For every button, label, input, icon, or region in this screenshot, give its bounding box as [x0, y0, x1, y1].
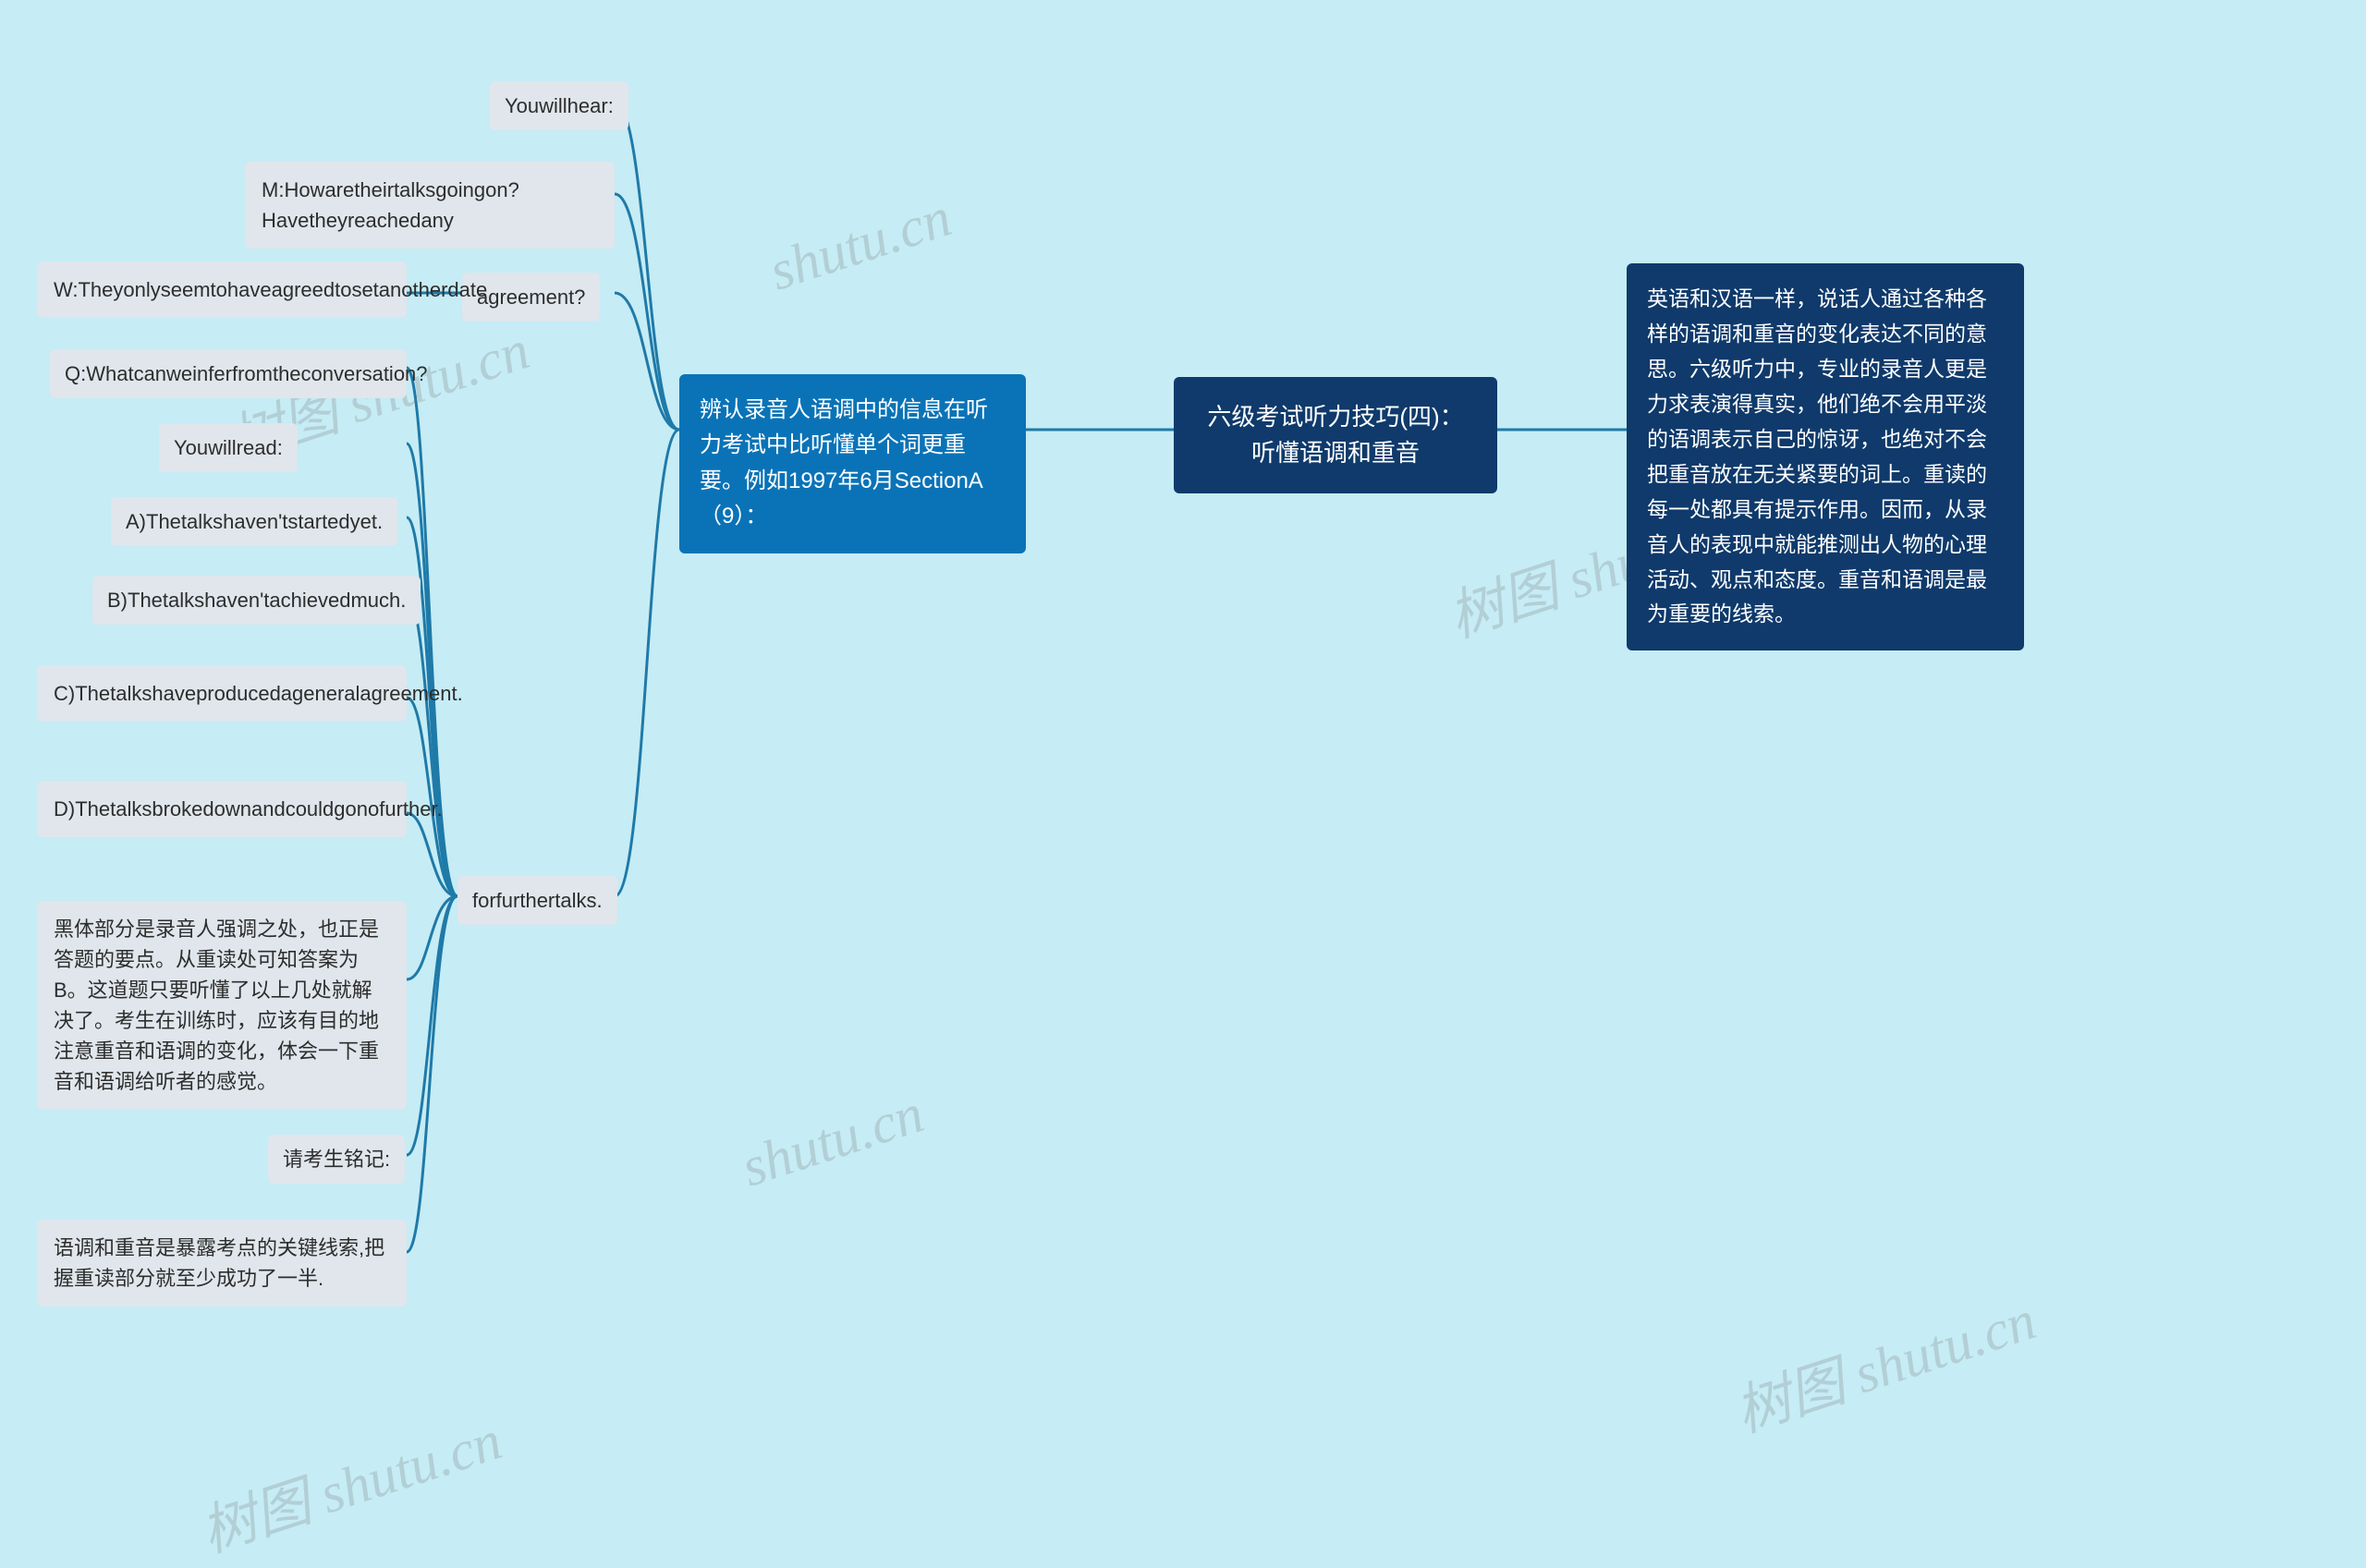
leaf-conclusion[interactable]: 语调和重音是暴露考点的关键线索,把握重读部分就至少成功了一半. [37, 1220, 407, 1307]
leaf-text: B)Thetalkshaven'tachievedmuch. [107, 589, 406, 612]
branch-label: forfurthertalks. [472, 889, 603, 912]
leaf-remember[interactable]: 请考生铭记: [268, 1135, 405, 1184]
leaf-text: W:Theyonlyseemtohaveagreedtosetanotherda… [54, 278, 487, 301]
branch-label: agreement? [477, 286, 585, 309]
branch-forfurthertalks[interactable]: forfurthertalks. [457, 876, 617, 925]
leaf-option-c[interactable]: C)Thetalkshaveproducedageneralagreement. [37, 665, 407, 722]
right-explanation-text: 英语和汉语一样，说话人通过各种各样的语调和重音的变化表达不同的意思。六级听力中，… [1647, 286, 1987, 626]
leaf-text: D)Thetalksbrokedownandcouldgonofurther. [54, 797, 443, 820]
leaf-text: 语调和重音是暴露考点的关键线索,把握重读部分就至少成功了一半. [54, 1236, 384, 1290]
root-line1: 六级考试听力技巧(四)： [1200, 399, 1471, 435]
leaf-text: Youwillread: [174, 436, 283, 459]
left-main-node[interactable]: 辨认录音人语调中的信息在听力考试中比听懂单个词更重要。例如1997年6月Sect… [679, 374, 1026, 553]
leaf-option-b[interactable]: B)Thetalkshaven'tachievedmuch. [92, 576, 421, 625]
branch-m-line[interactable]: M:Howaretheirtalksgoingon?Havetheyreache… [245, 162, 615, 249]
leaf-youwillread[interactable]: Youwillread: [159, 423, 298, 472]
leaf-explanation-paragraph[interactable]: 黑体部分是录音人强调之处，也正是答题的要点。从重读处可知答案为B。这道题只要听懂… [37, 901, 407, 1110]
leaf-option-d[interactable]: D)Thetalksbrokedownandcouldgonofurther. [37, 781, 407, 837]
branch-label: Youwillhear: [505, 94, 614, 117]
branch-label: M:Howaretheirtalksgoingon?Havetheyreache… [262, 178, 519, 232]
leaf-option-a[interactable]: A)Thetalkshaven'tstartedyet. [111, 497, 397, 546]
branch-youwillhear[interactable]: Youwillhear: [490, 81, 628, 130]
leaf-text: C)Thetalkshaveproducedageneralagreement. [54, 682, 463, 705]
root-line2: 听懂语调和重音 [1200, 435, 1471, 471]
root-node[interactable]: 六级考试听力技巧(四)： 听懂语调和重音 [1174, 377, 1497, 493]
right-explanation-node[interactable]: 英语和汉语一样，说话人通过各种各样的语调和重音的变化表达不同的意思。六级听力中，… [1627, 263, 2024, 650]
watermark: shutu.cn [762, 186, 958, 304]
leaf-question[interactable]: Q:Whatcanweinferfromtheconversation? [50, 349, 407, 398]
left-main-text: 辨认录音人语调中的信息在听力考试中比听懂单个词更重要。例如1997年6月Sect… [700, 397, 988, 529]
watermark: shutu.cn [734, 1082, 931, 1200]
leaf-text: 黑体部分是录音人强调之处，也正是答题的要点。从重读处可知答案为B。这道题只要听懂… [54, 918, 379, 1093]
watermark: 树图 shutu.cn [1724, 1275, 2044, 1448]
leaf-w-line[interactable]: W:Theyonlyseemtohaveagreedtosetanotherda… [37, 261, 407, 318]
leaf-text: 请考生铭记: [283, 1148, 390, 1171]
leaf-text: Q:Whatcanweinferfromtheconversation? [65, 362, 428, 385]
watermark: 树图 shutu.cn [189, 1395, 510, 1568]
leaf-text: A)Thetalkshaven'tstartedyet. [126, 510, 383, 533]
